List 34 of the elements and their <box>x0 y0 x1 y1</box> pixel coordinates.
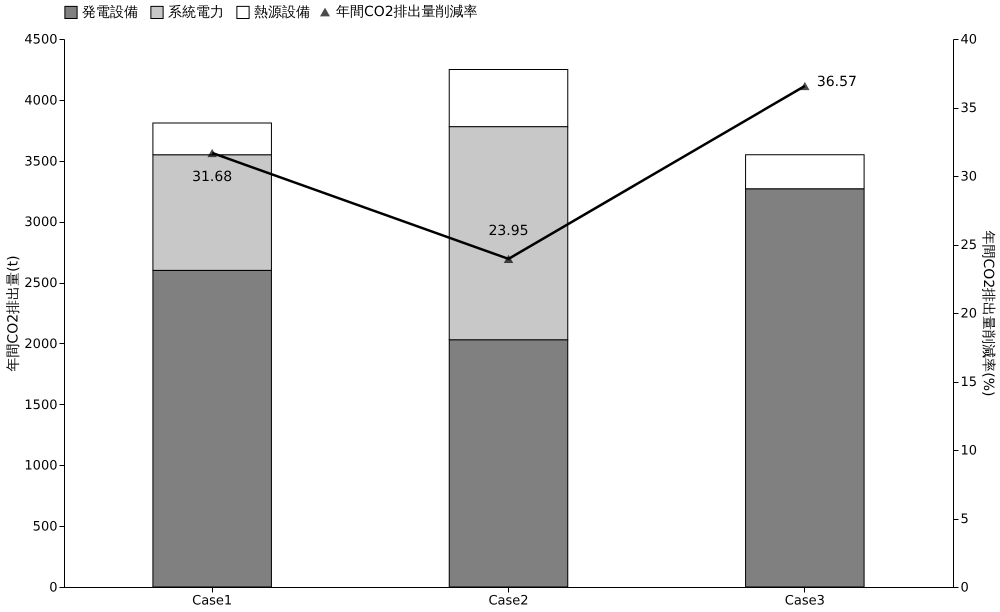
legend-label: 発電設備 <box>82 4 138 20</box>
y-tick-label: 0 <box>49 580 58 596</box>
y2-tick-label: 0 <box>960 580 969 596</box>
data-label: 31.68 <box>192 168 232 185</box>
y-axis-title: 年間CO2排出量(t) <box>5 255 22 372</box>
y-tick-label: 4500 <box>24 32 58 48</box>
y2-tick-label: 30 <box>960 170 978 184</box>
data-label: 36.57 <box>816 74 857 90</box>
y-tick-label: 1000 <box>24 458 58 474</box>
legend-label: 系統電力 <box>168 4 224 20</box>
point <box>800 82 810 90</box>
y2-tick-label: 40 <box>960 32 978 48</box>
point <box>504 254 514 263</box>
y2-tick-label: 35 <box>960 101 978 116</box>
y2-axis-title: 年間CO2排出量削減率(%) <box>980 230 996 396</box>
y-tick-label: 2500 <box>24 276 58 292</box>
y-tick-label: 500 <box>32 520 58 535</box>
y-tick-label: 1500 <box>24 398 58 413</box>
y2-tick-label: 10 <box>960 444 978 458</box>
x-tick-label: Case3 <box>784 594 825 608</box>
point <box>207 148 217 158</box>
y-tick-label: 4000 <box>24 93 58 108</box>
legend-label: 年間CO2排出量削減率 <box>336 4 478 20</box>
y-tick-label: 2000 <box>24 336 58 352</box>
y-tick-label: 3500 <box>24 154 58 170</box>
y2-tick-label: 25 <box>960 238 978 253</box>
y2-tick-label: 5 <box>960 512 969 527</box>
y2-tick-label: 20 <box>960 306 978 322</box>
x-tick-label: Case2 <box>488 594 529 608</box>
legend-label: 熱源設備 <box>254 4 310 20</box>
y-tick-label: 3000 <box>24 215 58 230</box>
data-label: 23.95 <box>488 222 529 239</box>
x-tick-label: Case1 <box>192 594 232 608</box>
y2-tick-label: 15 <box>960 375 978 390</box>
